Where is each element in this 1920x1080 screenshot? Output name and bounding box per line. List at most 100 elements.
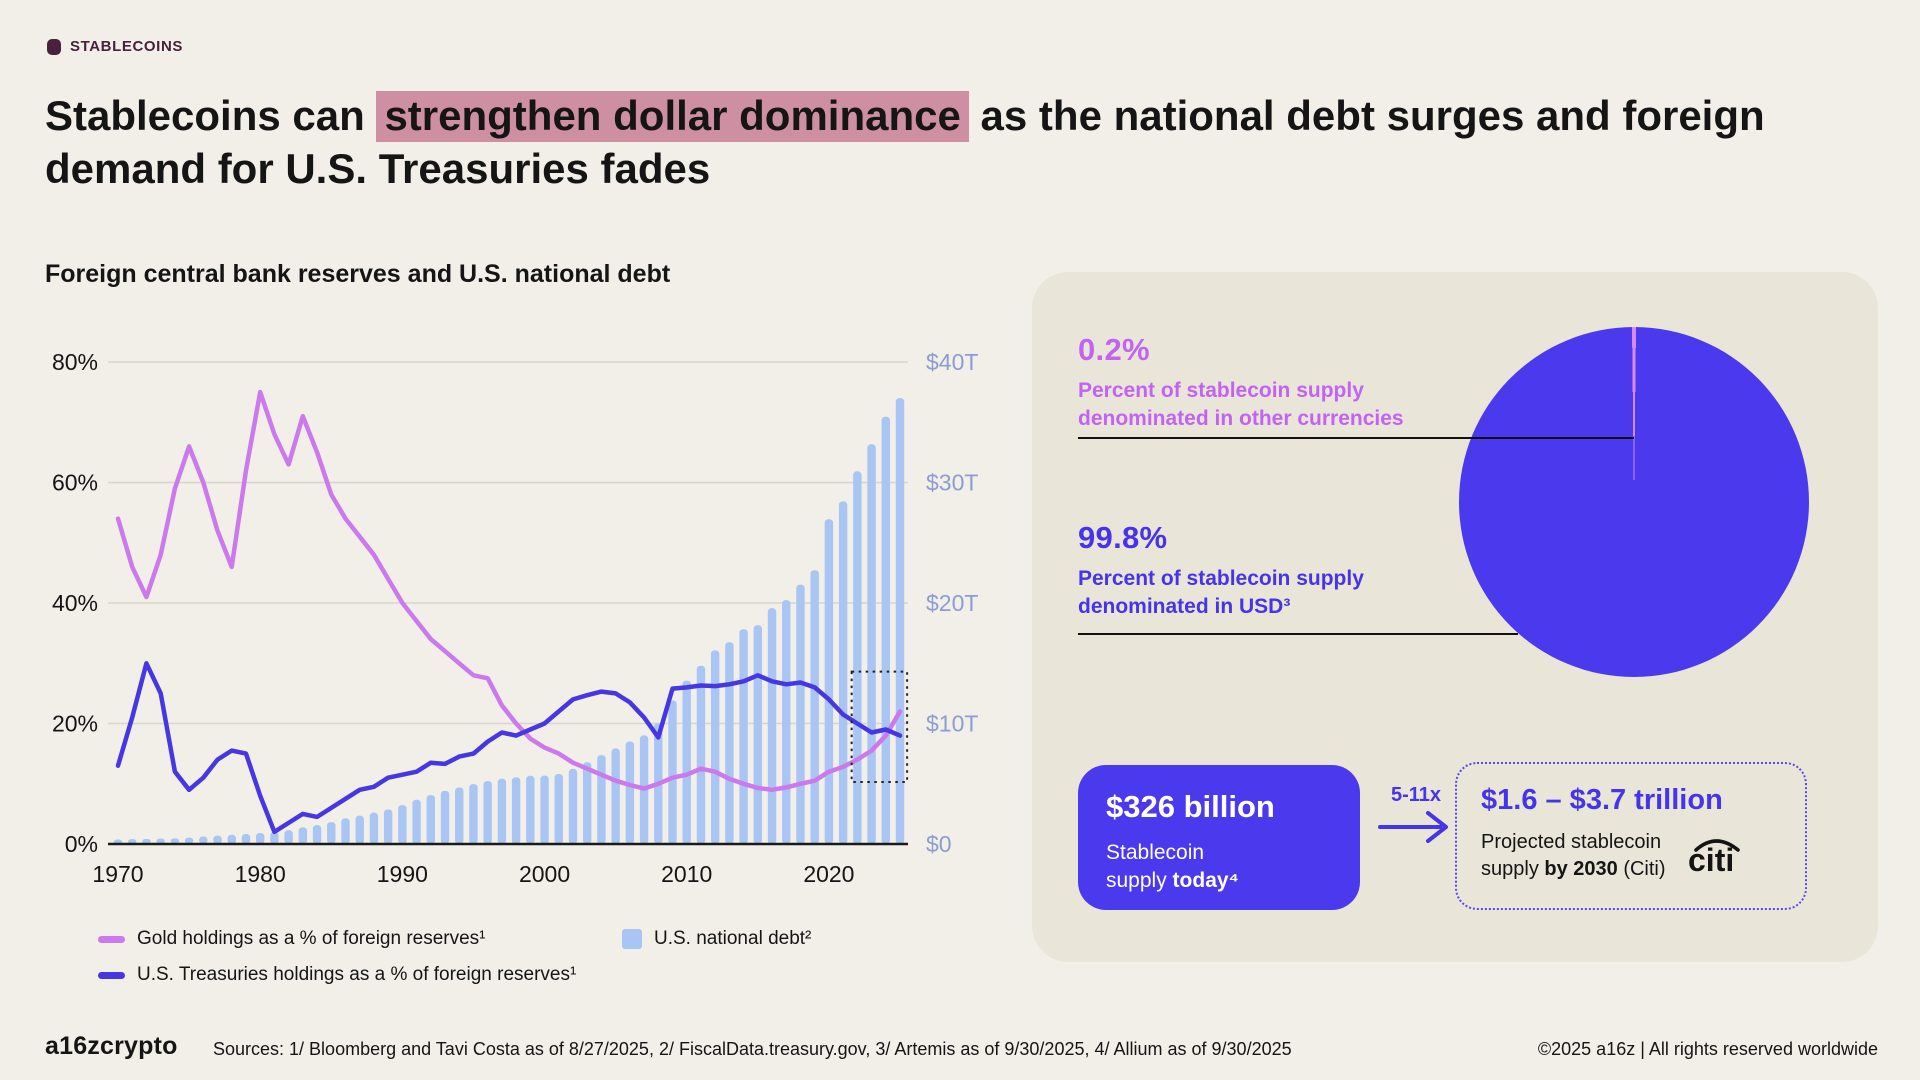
debt-bar — [455, 787, 464, 844]
growth-multiplier: 5-11x — [1390, 784, 1442, 806]
treasuries-line-swatch-icon — [98, 971, 125, 979]
legend-label-treasuries: U.S. Treasuries holdings as a % of forei… — [137, 964, 577, 985]
callout-line-usd — [1078, 633, 1518, 635]
footer-rights: ©2025 a16z | All rights reserved worldwi… — [1537, 1039, 1878, 1059]
left-axis-tick: 20% — [52, 711, 98, 737]
x-axis-tick: 2020 — [803, 861, 854, 887]
left-axis-tick: 0% — [65, 831, 98, 857]
debt-bar — [369, 812, 379, 844]
debt-bar — [824, 519, 834, 844]
debt-bar — [426, 795, 435, 844]
x-axis-tick: 1970 — [92, 861, 143, 887]
legend-label-debt: U.S. national debt² — [654, 928, 812, 949]
stat-usd-value: 99.8% — [1078, 520, 1168, 555]
debt-bar — [440, 790, 450, 844]
debt-bar — [284, 830, 293, 844]
reserves-debt-chart: 0% 20% 40% 60% 80% $0 $10T $20T $30T $40T 1970 1980… — [52, 349, 978, 887]
debt-bar — [312, 825, 322, 844]
debt-bar — [199, 836, 208, 844]
right-axis-tick: $0 — [926, 831, 952, 857]
stat-other-currencies: 0.2% Percent of stablecoin supply denomi… — [1078, 332, 1404, 432]
stablecoin-supply-pie-chart — [1459, 327, 1809, 677]
debt-bar — [213, 835, 222, 844]
projected-line2-bold: by 2030 — [1544, 858, 1618, 880]
stat-usd-label-line1: Percent of stablecoin supply — [1078, 567, 1364, 590]
debt-bar — [412, 799, 421, 844]
debt-bar — [483, 781, 492, 844]
projected-supply-card: $1.6 – $3.7 trillion Projected stablecoi… — [1455, 762, 1807, 910]
title-highlight: strengthen dollar dominance — [376, 91, 969, 142]
stat-usd-label: Percent of stablecoin supply denominated… — [1078, 565, 1364, 620]
projected-line2-post: (Citi) — [1617, 858, 1666, 880]
page-title: Stablecoins can strengthen dollar domina… — [45, 90, 1775, 196]
svg-text:citi: citi — [1688, 842, 1734, 878]
right-axis-tick: $30T — [926, 470, 978, 496]
debt-bar — [796, 584, 805, 844]
projected-label: Projected stablecoin supply by 2030 (Cit… — [1481, 829, 1666, 883]
debt-bar — [270, 831, 279, 844]
debt-bar — [227, 834, 236, 844]
debt-bar — [241, 833, 251, 844]
right-axis-tick: $10T — [926, 711, 978, 737]
supply-today-value: $326 billion — [1106, 789, 1275, 824]
footer-sources: Sources: 1/ Bloomberg and Tavi Costa as … — [213, 1039, 1292, 1059]
debt-bar — [184, 837, 194, 844]
debt-bar — [682, 680, 691, 844]
debt-bar — [753, 625, 763, 844]
right-arrow-icon — [1378, 811, 1448, 843]
supply-today-line1: Stablecoin — [1106, 841, 1205, 864]
projected-value: $1.6 – $3.7 trillion — [1481, 784, 1723, 816]
stat-usd-label-line2: denominated in USD³ — [1078, 594, 1291, 618]
title-pre: Stablecoins can — [45, 92, 377, 139]
debt-bar — [611, 748, 620, 844]
left-axis-tick: 40% — [52, 590, 98, 616]
gold-line-swatch-icon — [98, 935, 125, 943]
debt-bar-swatch-icon — [622, 929, 642, 949]
a16zcrypto-logo: a16zcrypto — [45, 1032, 178, 1060]
legend-item-treasuries: U.S. Treasuries holdings as a % of forei… — [98, 964, 576, 986]
supply-today-line2-bold: today⁴ — [1172, 869, 1239, 893]
gold-line — [115, 389, 903, 793]
debt-bar — [838, 501, 848, 844]
debt-bar — [355, 815, 364, 844]
projected-row: Projected stablecoin supply by 2030 (Cit… — [1481, 829, 1781, 883]
supply-today-label: Stablecoin supply today⁴ — [1106, 839, 1332, 896]
debt-bar — [568, 768, 578, 844]
legend-item-gold: Gold holdings as a % of foreign reserves… — [98, 928, 486, 950]
title-post: as the national debt surges and foreign … — [45, 92, 1765, 192]
x-axis-tick: 1990 — [377, 861, 428, 887]
debt-bar — [170, 838, 180, 844]
citi-logo: citi — [1688, 839, 1740, 878]
stat-other-label-line1: Percent of stablecoin supply — [1078, 379, 1364, 402]
debt-bar — [255, 833, 265, 844]
stablecoin-panel: 0.2% Percent of stablecoin supply denomi… — [1032, 272, 1878, 962]
right-axis-tick: $40T — [926, 349, 978, 375]
supply-today-line2-regular: supply — [1106, 869, 1173, 893]
debt-bar — [511, 777, 521, 844]
debt-bar — [341, 818, 350, 844]
tag-label: STABLECOINS — [70, 38, 183, 55]
debt-bar — [597, 755, 606, 844]
x-axis-tick: 2010 — [661, 861, 712, 887]
left-axis-tick: 60% — [52, 470, 98, 496]
left-axis-tick: 80% — [52, 349, 98, 375]
debt-bar — [895, 398, 905, 844]
debt-bar — [853, 471, 862, 844]
debt-bar — [398, 805, 407, 844]
debt-bar — [583, 762, 592, 844]
x-axis-tick: 1980 — [235, 861, 286, 887]
debt-bar — [526, 775, 535, 844]
debt-bar — [725, 642, 734, 844]
callout-line-other — [1078, 437, 1634, 439]
treasuries-line — [115, 661, 903, 835]
debt-bar — [739, 629, 748, 844]
debt-bar — [327, 822, 336, 844]
debt-bar — [156, 838, 165, 844]
debt-bar — [810, 570, 819, 844]
debt-bar — [881, 416, 890, 844]
debt-bar — [142, 838, 151, 844]
debt-bar — [767, 608, 777, 844]
debt-bar — [540, 775, 549, 844]
stat-other-label-line2: denominated in other currencies — [1078, 406, 1404, 430]
